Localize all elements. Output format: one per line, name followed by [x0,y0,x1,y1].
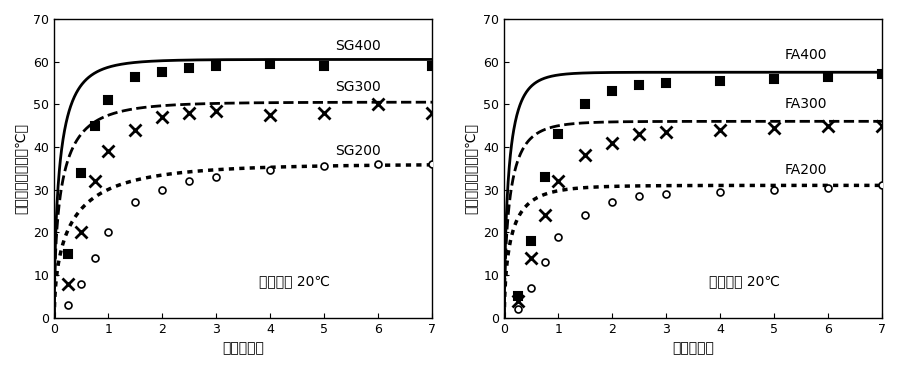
Text: SG400: SG400 [335,39,381,53]
Y-axis label: 断熱温度上昇量（℃）: 断熱温度上昇量（℃） [14,123,28,214]
Text: 打設温度 20℃: 打設温度 20℃ [709,274,780,288]
Y-axis label: 断熱温度上昇量（℃）: 断熱温度上昇量（℃） [464,123,478,214]
Text: SG200: SG200 [335,144,381,158]
X-axis label: 材令（日）: 材令（日） [672,341,714,355]
Text: FA200: FA200 [785,163,827,177]
Text: SG300: SG300 [335,80,381,94]
X-axis label: 材令（日）: 材令（日） [222,341,264,355]
Text: FA400: FA400 [785,48,827,62]
Text: FA300: FA300 [785,97,827,111]
Text: 打設温度 20℃: 打設温度 20℃ [259,274,330,288]
